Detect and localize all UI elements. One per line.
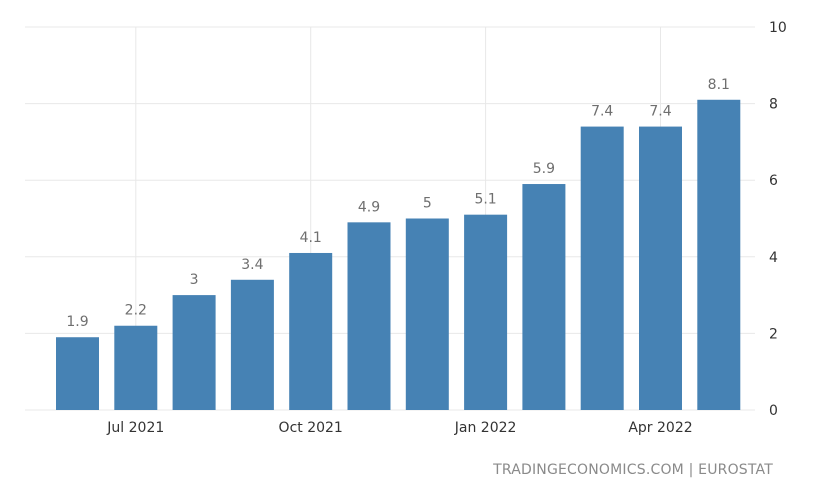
x-tick-label: Jan 2022 bbox=[454, 420, 517, 436]
bar[interactable] bbox=[580, 126, 624, 410]
bar-value-label: 7.4 bbox=[591, 104, 613, 120]
bar-value-label: 5 bbox=[423, 196, 432, 212]
bar-value-label: 5.1 bbox=[474, 192, 496, 208]
x-tick-label: Jul 2021 bbox=[106, 420, 164, 436]
bar[interactable] bbox=[172, 295, 216, 410]
bar-value-label: 5.9 bbox=[533, 161, 555, 177]
bar[interactable] bbox=[405, 218, 449, 411]
bar[interactable] bbox=[522, 184, 566, 410]
bar-value-label: 3.4 bbox=[241, 257, 263, 273]
bars bbox=[56, 99, 741, 411]
value-labels: 1.9 2.2 3 3.4 4.1 4.9 5 5.1 5.9 7.4 7.4 8.1 bbox=[66, 77, 730, 330]
bar-value-label: 3 bbox=[190, 272, 199, 288]
bar-value-label: 4.9 bbox=[358, 199, 380, 215]
bar-value-label: 1.9 bbox=[66, 314, 88, 330]
bar[interactable] bbox=[56, 337, 99, 410]
bar[interactable] bbox=[347, 222, 391, 410]
bar[interactable] bbox=[697, 99, 741, 411]
x-tick-label: Apr 2022 bbox=[628, 420, 692, 436]
bar-value-label: 8.1 bbox=[708, 77, 730, 93]
source-label: TRADINGECONOMICS.COM | EUROSTAT bbox=[493, 462, 773, 478]
y-tick-label: 2 bbox=[769, 326, 778, 342]
bar[interactable] bbox=[464, 214, 508, 410]
bar-value-label: 4.1 bbox=[300, 230, 322, 246]
bar[interactable] bbox=[289, 252, 333, 410]
y-tick-label: 6 bbox=[769, 173, 778, 189]
bar-value-label: 2.2 bbox=[125, 303, 147, 319]
bar-value-label: 7.4 bbox=[649, 104, 671, 120]
bar[interactable] bbox=[114, 325, 158, 410]
y-tick-label: 0 bbox=[769, 403, 778, 419]
y-axis: 0 2 4 6 8 10 bbox=[769, 20, 787, 419]
x-tick-label: Oct 2021 bbox=[279, 420, 343, 436]
y-tick-label: 4 bbox=[769, 250, 778, 266]
bar[interactable] bbox=[230, 279, 274, 410]
y-tick-label: 8 bbox=[769, 97, 778, 113]
x-axis: Jul 2021 Oct 2021 Jan 2022 Apr 2022 bbox=[106, 420, 692, 436]
bar[interactable] bbox=[639, 126, 682, 410]
y-tick-label: 10 bbox=[769, 20, 787, 36]
